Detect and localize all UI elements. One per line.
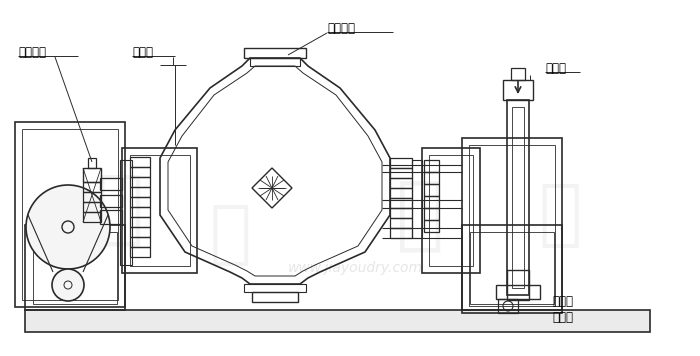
Bar: [100, 210, 122, 224]
Text: 旋转接头: 旋转接头: [327, 21, 355, 35]
Bar: [424, 196, 439, 208]
Text: 进热源: 进热源: [545, 62, 566, 74]
Bar: [100, 195, 122, 207]
Text: 烘: 烘: [396, 176, 444, 254]
Bar: [390, 178, 412, 188]
Bar: [498, 299, 518, 313]
Bar: [244, 284, 306, 292]
Bar: [424, 172, 439, 184]
Bar: [470, 232, 554, 304]
Bar: [424, 208, 439, 220]
Bar: [25, 225, 125, 310]
Bar: [83, 182, 101, 192]
Bar: [88, 158, 96, 168]
Bar: [33, 232, 117, 304]
Bar: [496, 285, 540, 299]
Bar: [83, 202, 101, 212]
Bar: [422, 148, 480, 273]
Bar: [25, 310, 650, 332]
Bar: [130, 157, 150, 167]
Bar: [390, 208, 412, 218]
Bar: [390, 218, 412, 228]
Bar: [130, 167, 150, 177]
Bar: [130, 227, 150, 237]
Bar: [507, 100, 529, 295]
Text: www.jiayoudry.com: www.jiayoudry.com: [288, 261, 423, 275]
Bar: [462, 138, 562, 313]
Bar: [15, 122, 125, 307]
Bar: [22, 129, 118, 300]
Bar: [83, 192, 101, 202]
Bar: [130, 177, 150, 187]
Text: 冷凝器
或回流: 冷凝器 或回流: [552, 295, 573, 324]
Bar: [250, 58, 300, 66]
Bar: [412, 160, 422, 238]
Bar: [390, 188, 412, 198]
Bar: [390, 158, 412, 168]
Text: 烤: 烤: [538, 180, 582, 250]
Circle shape: [26, 185, 110, 269]
Bar: [469, 145, 555, 306]
Bar: [424, 220, 439, 232]
Bar: [512, 107, 524, 288]
Bar: [130, 217, 150, 227]
Text: 友: 友: [209, 201, 251, 268]
Bar: [252, 292, 298, 302]
Bar: [503, 80, 533, 100]
Bar: [83, 168, 101, 182]
Bar: [424, 160, 439, 172]
Bar: [130, 155, 190, 266]
Bar: [130, 197, 150, 207]
Bar: [390, 228, 412, 238]
Bar: [130, 247, 150, 257]
Bar: [511, 68, 525, 80]
Bar: [424, 184, 439, 196]
Bar: [122, 148, 197, 273]
Bar: [100, 178, 122, 190]
Bar: [429, 155, 473, 266]
Bar: [244, 48, 306, 58]
Bar: [507, 270, 529, 300]
Bar: [130, 237, 150, 247]
Bar: [120, 160, 132, 265]
Circle shape: [52, 269, 84, 301]
Text: 密封座: 密封座: [132, 46, 153, 58]
Bar: [462, 225, 562, 310]
Text: 旋转接头: 旋转接头: [18, 46, 46, 58]
Bar: [390, 198, 412, 208]
Bar: [130, 207, 150, 217]
Text: 佳: 佳: [96, 171, 144, 249]
Bar: [390, 168, 412, 178]
Bar: [130, 187, 150, 197]
Bar: [83, 212, 101, 222]
